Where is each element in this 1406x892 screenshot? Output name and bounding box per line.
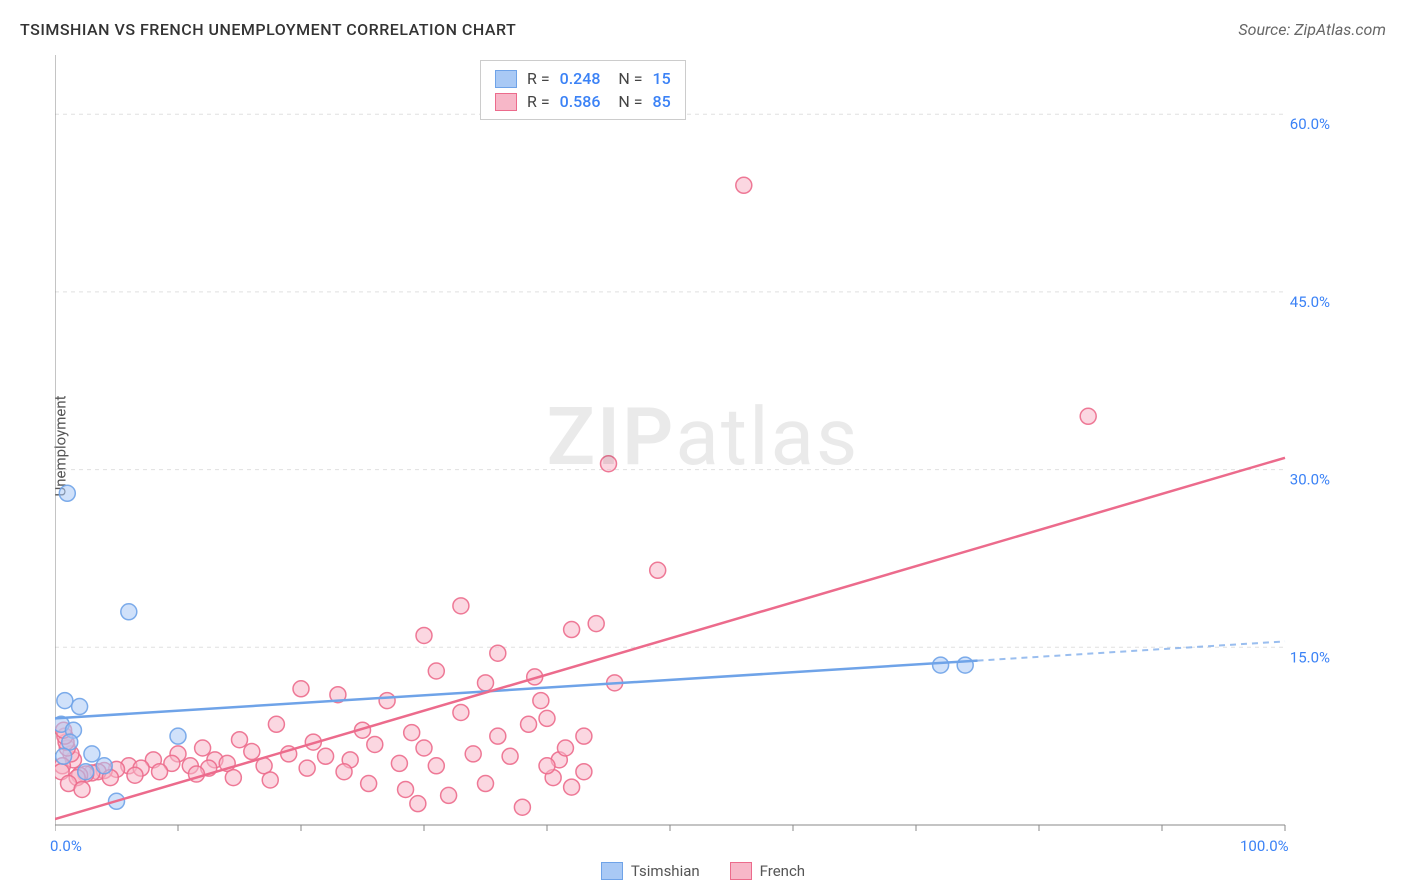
plot-area: 15.0% 30.0% 45.0% 60.0% — [55, 55, 1335, 845]
legend-swatch-french — [495, 93, 517, 111]
svg-text:60.0%: 60.0% — [1290, 115, 1330, 133]
legend-swatch-icon — [601, 862, 623, 880]
correlation-legend-box: R = 0.248 N = 15 R = 0.586 N = 85 — [480, 60, 686, 120]
legend-item-french: French — [730, 862, 805, 880]
legend-item-tsimshian: Tsimshian — [601, 862, 700, 880]
legend-r-value-tsimshian: 0.248 — [560, 69, 601, 88]
x-axis-max-label: 100.0% — [1240, 837, 1289, 855]
legend-n-label: N = — [610, 92, 642, 111]
legend-swatch-tsimshian — [495, 70, 517, 88]
legend-label-french: French — [760, 862, 805, 880]
legend-r-label: R = — [527, 92, 550, 111]
source-label: Source: ZipAtlas.com — [1238, 20, 1386, 39]
chart-title: TSIMSHIAN VS FRENCH UNEMPLOYMENT CORRELA… — [20, 20, 516, 39]
legend-row-french: R = 0.586 N = 85 — [495, 90, 671, 113]
legend-r-label: R = — [527, 69, 550, 88]
title-bar: TSIMSHIAN VS FRENCH UNEMPLOYMENT CORRELA… — [20, 20, 1386, 39]
x-axis-min-label: 0.0% — [50, 837, 82, 855]
legend-n-value-french: 85 — [653, 92, 671, 111]
series-legend: Tsimshian French — [0, 862, 1406, 880]
legend-n-label: N = — [610, 69, 642, 88]
legend-swatch-icon — [730, 862, 752, 880]
svg-text:45.0%: 45.0% — [1290, 293, 1330, 311]
legend-row-tsimshian: R = 0.248 N = 15 — [495, 67, 671, 90]
scatter-plot-svg: 15.0% 30.0% 45.0% 60.0% — [55, 55, 1335, 845]
legend-n-value-tsimshian: 15 — [653, 69, 671, 88]
legend-label-tsimshian: Tsimshian — [631, 862, 700, 880]
legend-r-value-french: 0.586 — [560, 92, 601, 111]
svg-text:15.0%: 15.0% — [1290, 648, 1330, 666]
svg-text:30.0%: 30.0% — [1290, 471, 1330, 489]
